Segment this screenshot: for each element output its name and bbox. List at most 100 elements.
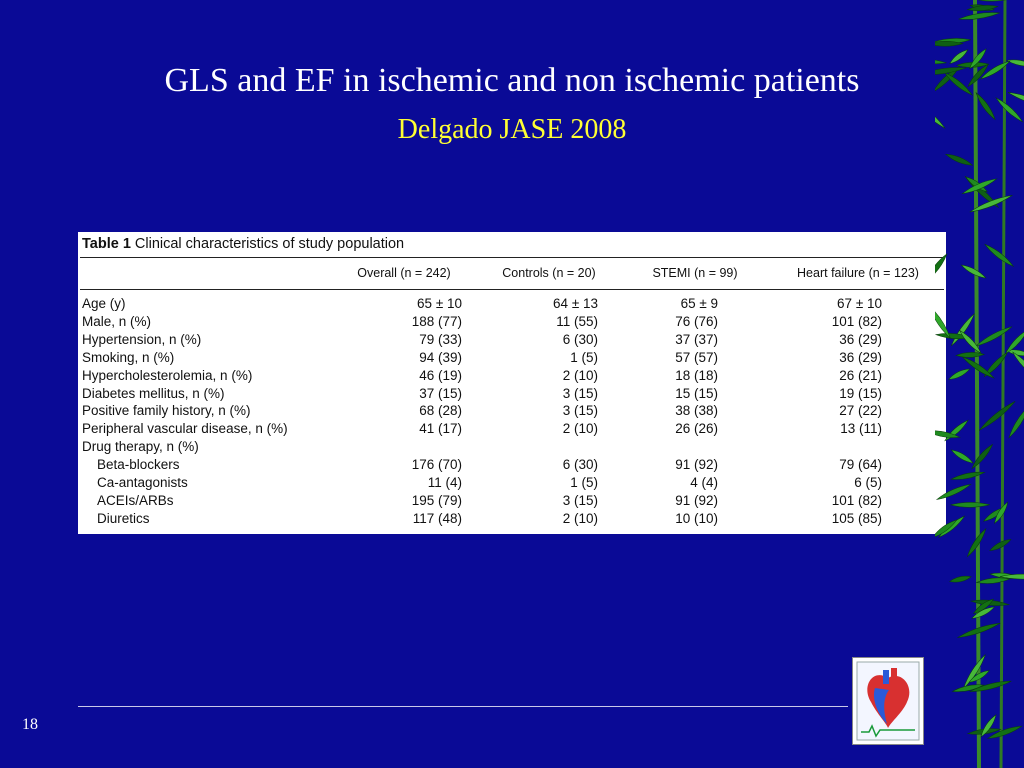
row-cell: 79 (33) (419, 331, 462, 347)
row-cell: 3 (15) (562, 492, 598, 508)
table-row: ACEIs/ARBs 195 (79) 3 (15) 91 (92) 101 (82) (78, 493, 946, 511)
bamboo-leaf (950, 502, 990, 508)
row-cell: 27 (22) (839, 403, 882, 419)
table-row: Diuretics 117 (48) 2 (10) 10 (10) 105 (85) (78, 511, 946, 529)
row-cell: 2 (10) (562, 367, 598, 383)
table-caption-number: Table 1 (82, 236, 131, 252)
bamboo-leaf (965, 176, 988, 193)
row-cell: 36 (29) (839, 331, 882, 347)
bamboo-leaf (966, 528, 987, 558)
row-cell: 6 (30) (562, 331, 598, 347)
bamboo-leaf (948, 368, 971, 380)
bamboo-leaf (945, 153, 974, 166)
bamboo-leaf (960, 264, 987, 279)
bamboo-leaf (978, 0, 1019, 2)
row-cell: 101 (82) (831, 492, 882, 508)
bamboo-leaf (967, 63, 989, 88)
bamboo-leaf (969, 194, 1013, 213)
row-cell: 37 (37) (675, 331, 718, 347)
bamboo-leaf (971, 443, 994, 470)
bamboo-leaf (949, 575, 972, 583)
table-row: Smoking, n (%) 94 (39) 1 (5) 57 (57) 36 (29) (78, 350, 946, 368)
row-cell: 65 ± 9 (680, 296, 718, 311)
row-cell: 36 (29) (839, 349, 882, 365)
bamboo-leaf (961, 356, 995, 379)
slide-number: 18 (22, 716, 38, 733)
bamboo-leaf (1012, 351, 1024, 378)
row-cell: 195 (79) (411, 492, 462, 508)
slide-subtitle: Delgado JASE 2008 (397, 114, 627, 145)
row-cell: 176 (70) (411, 457, 462, 473)
row-label: Ca-antagonists (97, 475, 188, 490)
row-cell: 76 (76) (675, 313, 718, 329)
column-header-overall: Overall (n = 242) (357, 266, 451, 280)
row-label: ACEIs/ARBs (97, 492, 174, 508)
row-label: Hypertension, n (%) (82, 331, 202, 347)
bamboo-leaf (999, 573, 1024, 580)
slide-title: GLS and EF in ischemic and non ischemic … (164, 62, 860, 99)
bamboo-leaf (935, 305, 951, 339)
row-cell: 117 (48) (412, 510, 462, 526)
row-cell: 13 (11) (840, 421, 882, 437)
row-cell: 46 (19) (419, 367, 462, 383)
bamboo-leaf (935, 253, 948, 282)
row-label: Male, n (%) (82, 313, 152, 329)
row-cell: 2 (10) (562, 510, 598, 526)
row-cell: 4 (4) (690, 475, 718, 490)
bamboo-leaf (975, 326, 1013, 347)
row-cell: 3 (15) (562, 385, 598, 401)
bamboo-leaf (984, 243, 1015, 267)
row-cell: 64 ± 13 (553, 296, 598, 311)
bamboo-leaf (975, 577, 1011, 584)
row-cell: 38 (38) (675, 403, 718, 419)
bamboo-leaf (935, 58, 947, 65)
bamboo-leaf (975, 92, 996, 121)
bamboo-leaf (1005, 328, 1024, 355)
row-cell: 19 (15) (839, 385, 882, 401)
row-label: Diabetes mellitus, n (%) (82, 385, 225, 401)
bamboo-leaf (949, 49, 969, 65)
bamboo-leaf (995, 97, 1024, 123)
table-row: Drug therapy, n (%) (78, 439, 946, 457)
row-cell: 2 (10) (562, 421, 598, 437)
row-cell: 41 (17) (419, 421, 462, 437)
table-top-rule (80, 257, 944, 258)
bamboo-leaf (978, 401, 1016, 431)
bamboo-leaf (1005, 349, 1024, 356)
row-label: Beta-blockers (97, 457, 180, 473)
row-label: Positive family history, n (%) (82, 403, 251, 419)
row-cell: 105 (85) (831, 510, 882, 526)
row-cell: 94 (39) (419, 349, 462, 365)
bamboo-leaf (971, 606, 996, 619)
table-row: Age (y) 65 ± 10 64 ± 13 65 ± 9 67 ± 10 (78, 296, 946, 314)
row-cell: 79 (64) (839, 457, 882, 473)
table-caption-text: Clinical characteristics of study popula… (134, 236, 405, 252)
bamboo-leaf (935, 99, 946, 129)
bamboo-leaf (980, 714, 997, 738)
bamboo-leaf (989, 539, 1012, 551)
row-cell: 188 (77) (411, 313, 462, 329)
table-row: Beta-blockers 176 (70) 6 (30) 91 (92) 79 (64… (78, 457, 946, 475)
row-cell: 65 ± 10 (417, 296, 462, 311)
column-header-controls: Controls (n = 20) (502, 266, 596, 280)
row-label: Hypercholesterolemia, n (%) (82, 367, 253, 383)
bamboo-leaf (958, 12, 1001, 20)
row-cell: 15 (15) (675, 385, 718, 401)
bamboo-leaf (1005, 59, 1024, 67)
table-row: Diabetes mellitus, n (%) 37 (15) 3 (15) 15 … (78, 386, 946, 404)
heart-anatomy-logo-icon (852, 657, 924, 745)
row-label: Age (y) (82, 296, 126, 311)
bamboo-leaf (1008, 404, 1024, 439)
row-cell: 11 (4) (427, 475, 462, 490)
column-header-stemi: STEMI (n = 99) (652, 266, 738, 280)
row-cell: 91 (92) (675, 492, 718, 508)
row-cell: 57 (57) (675, 349, 718, 365)
bamboo-leaf (959, 329, 982, 354)
row-cell: 3 (15) (562, 403, 598, 419)
row-cell: 1 (5) (570, 475, 598, 490)
bamboo-leaf (935, 519, 958, 539)
row-cell: 11 (55) (556, 313, 598, 329)
bamboo-leaf (961, 178, 998, 195)
row-cell: 68 (28) (419, 403, 462, 419)
bamboo-leaf (938, 515, 966, 538)
